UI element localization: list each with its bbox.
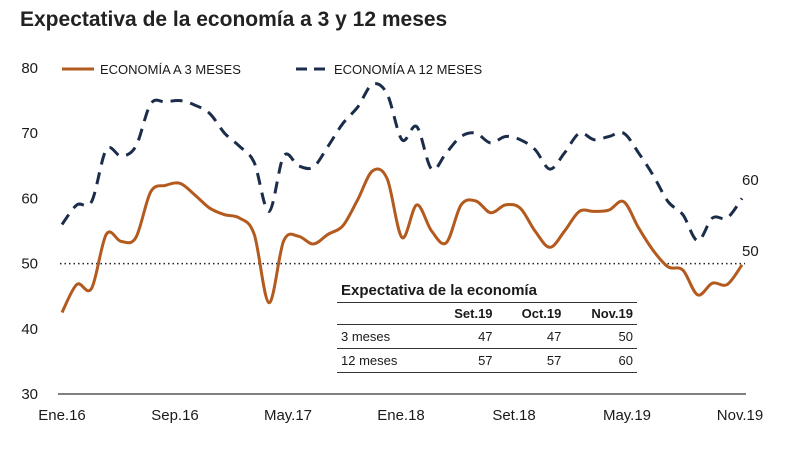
x-tick-label: Ene.18 [377, 407, 425, 424]
legend-label: ECONOMÍA A 3 MESES [100, 62, 241, 77]
series-line-12-meses [60, 82, 744, 243]
y-tick-label: 80 [21, 60, 38, 77]
table-header-cell: Set.19 [429, 303, 497, 325]
table-cell: 47 [496, 324, 566, 349]
legend-label: ECONOMÍA A 12 MESES [334, 62, 482, 77]
y-tick-label: 70 [21, 125, 38, 142]
chart-title: Expectativa de la economía a 3 y 12 mese… [20, 8, 448, 31]
x-axis: Ene.16 Sep.16 May.17 Ene.18 Set.18 May.19 Nov.… [38, 393, 763, 424]
end-value-label: 50 [742, 243, 759, 260]
x-tick-label: Sep.16 [151, 407, 199, 424]
table-header-row: Set.19 Oct.19 Nov.19 [337, 303, 637, 325]
y-tick-label: 50 [21, 256, 38, 273]
table-header-cell [337, 303, 430, 325]
table-row: 3 meses 47 47 50 [337, 324, 637, 349]
table-cell: 12 meses [337, 348, 430, 373]
x-tick-label: May.19 [603, 407, 651, 424]
y-tick-label: 30 [21, 386, 38, 403]
table-cell: 60 [565, 348, 637, 373]
y-tick-label: 40 [21, 321, 38, 338]
series-lines [60, 82, 744, 314]
y-tick-label: 60 [21, 190, 38, 207]
legend: ECONOMÍA A 3 MESES ECONOMÍA A 12 MESES [62, 62, 482, 77]
table-cell: 3 meses [337, 324, 430, 349]
table-cell: 57 [496, 348, 566, 373]
x-tick-label: Set.18 [492, 407, 535, 424]
x-tick-label: Nov.19 [717, 407, 763, 424]
series-line-3-meses [60, 167, 744, 314]
end-labels: 50 60 [742, 172, 759, 260]
y-axis: 30 40 50 60 70 80 [21, 60, 38, 403]
table-row: 12 meses 57 57 60 [337, 348, 637, 373]
table-cell: 47 [429, 324, 497, 349]
table-cell: 57 [429, 348, 497, 373]
summary-table: Expectativa de la economía Set.19 Oct.19… [337, 282, 637, 373]
end-value-label: 60 [742, 172, 759, 189]
table-header-cell: Oct.19 [496, 303, 566, 325]
table-header-cell: Nov.19 [565, 303, 637, 325]
x-tick-label: Ene.16 [38, 407, 86, 424]
table-title: Expectativa de la economía [337, 282, 637, 303]
x-tick-label: May.17 [264, 407, 312, 424]
table-cell: 50 [565, 324, 637, 349]
